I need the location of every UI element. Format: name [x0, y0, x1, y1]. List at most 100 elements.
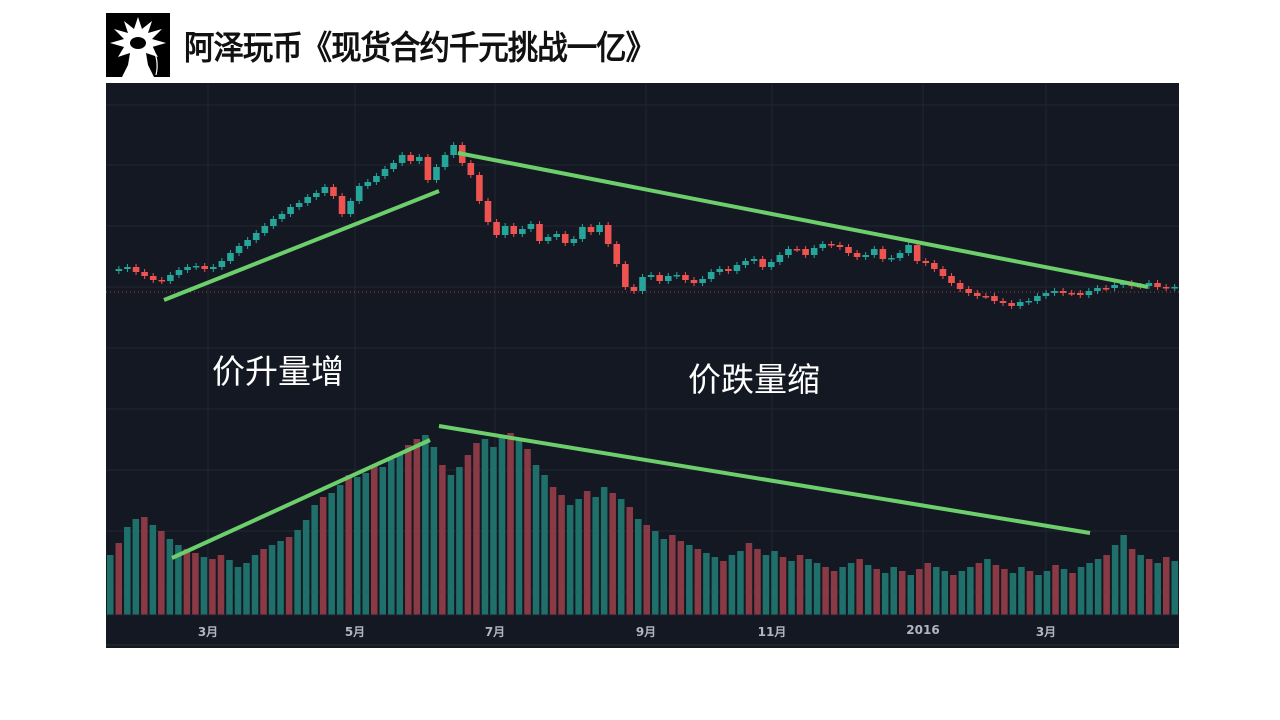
- volume-bar: [711, 557, 719, 615]
- volume-bar: [737, 551, 744, 615]
- volume-bar: [260, 549, 267, 615]
- volume-bar: [575, 499, 582, 615]
- volume-bar: [1069, 573, 1076, 615]
- volume-bar: [813, 563, 821, 615]
- candle-body: [785, 249, 792, 255]
- volume-bar: [856, 559, 863, 615]
- candle-body: [227, 253, 234, 261]
- annotation-price-up-volume-up: 价升量增: [212, 352, 344, 391]
- volume-bar: [439, 465, 446, 615]
- volume-bar: [1145, 559, 1153, 615]
- volume-bar: [447, 475, 455, 615]
- volume-bar: [481, 439, 489, 615]
- candle-body: [1076, 293, 1084, 295]
- header: 阿泽玩币《现货合约千元挑战一亿》: [106, 13, 696, 77]
- candle-body: [570, 239, 578, 243]
- volume-bar: [754, 549, 761, 615]
- volume-bar: [958, 571, 966, 615]
- volume-bar: [175, 545, 182, 615]
- candle-body: [235, 246, 243, 253]
- candle-body: [1162, 287, 1170, 289]
- candle-body: [879, 249, 887, 259]
- candle-body: [501, 226, 509, 235]
- candle-body: [519, 229, 526, 234]
- volume-bar: [967, 567, 974, 615]
- candle-body: [896, 253, 904, 258]
- volume-bar: [941, 571, 949, 615]
- x-tick-label: 3月: [1035, 625, 1057, 639]
- volume-bar: [805, 559, 812, 615]
- volume-bar: [498, 437, 506, 615]
- chart-canvas: [106, 83, 1179, 646]
- volume-bar: [950, 575, 957, 615]
- volume-bar: [898, 571, 906, 615]
- volume-bar: [703, 553, 710, 615]
- candle-body: [1171, 287, 1178, 289]
- volume-bar: [490, 447, 497, 615]
- candle-body: [433, 167, 440, 180]
- candle-body: [853, 253, 861, 257]
- candlestick-chart[interactable]: 价升量增 价跌量缩 3月 5月 7月 9月 11月 2016 3月: [106, 83, 1179, 648]
- candle-body: [364, 182, 372, 186]
- candle-body: [407, 155, 415, 161]
- volume-bar: [413, 439, 421, 615]
- candle-body: [956, 283, 964, 289]
- candle-body: [733, 265, 741, 271]
- candle-body: [561, 234, 569, 243]
- candle-body: [1034, 296, 1041, 301]
- volume-bar: [532, 465, 540, 615]
- volume-bar: [1043, 571, 1051, 615]
- volume-bar: [1035, 575, 1042, 615]
- volume-bar: [345, 475, 352, 615]
- candle-body: [381, 169, 389, 176]
- volume-bar: [243, 563, 250, 615]
- volume-bar: [881, 573, 889, 615]
- volume-bar: [430, 447, 438, 615]
- candle-body: [888, 258, 895, 260]
- candle-body: [124, 267, 131, 269]
- candle-body: [699, 279, 706, 283]
- x-tick-label: 9月: [635, 625, 657, 639]
- volume-bar: [779, 557, 787, 615]
- candle-body: [639, 277, 646, 291]
- volume-bar: [1001, 569, 1008, 615]
- candle-body: [622, 264, 629, 287]
- candle-body: [218, 261, 226, 267]
- candle-body: [939, 269, 947, 276]
- volume-bar: [1018, 567, 1025, 615]
- volume-bar: [788, 561, 795, 615]
- candle-body: [149, 276, 157, 280]
- candle-body: [810, 248, 818, 255]
- candle-body: [991, 296, 998, 301]
- volume-bar: [1052, 565, 1059, 615]
- candle-body: [184, 267, 191, 270]
- candle-body: [295, 203, 303, 207]
- annotation-price-down-volume-down: 价跌量缩: [688, 360, 820, 399]
- volume-bar: [379, 467, 387, 615]
- candle-body: [845, 247, 852, 253]
- volume-bar: [1077, 567, 1085, 615]
- candle-body: [965, 289, 972, 293]
- candle-body: [321, 187, 329, 193]
- candle-body: [828, 244, 835, 246]
- candle-body: [716, 269, 724, 272]
- volume-bar: [592, 497, 599, 615]
- candle-body: [261, 226, 269, 233]
- volume-bar: [456, 467, 463, 615]
- x-tick-label: 2016: [906, 623, 940, 637]
- candle-body: [484, 201, 492, 222]
- candle-body: [922, 261, 930, 263]
- volume-bar: [515, 441, 523, 615]
- candle-body: [707, 272, 715, 279]
- volume-bar: [149, 525, 157, 615]
- volume-bar: [1094, 559, 1102, 615]
- volume-bar: [422, 435, 429, 615]
- volume-bar: [1154, 563, 1161, 615]
- candle-body: [553, 234, 560, 237]
- volume-bar: [183, 549, 191, 615]
- x-tick-label: 11月: [757, 625, 787, 639]
- candle-body: [913, 245, 921, 261]
- x-tick-label: 7月: [484, 625, 506, 639]
- volume-bar: [107, 555, 114, 615]
- volume-bar: [720, 561, 727, 615]
